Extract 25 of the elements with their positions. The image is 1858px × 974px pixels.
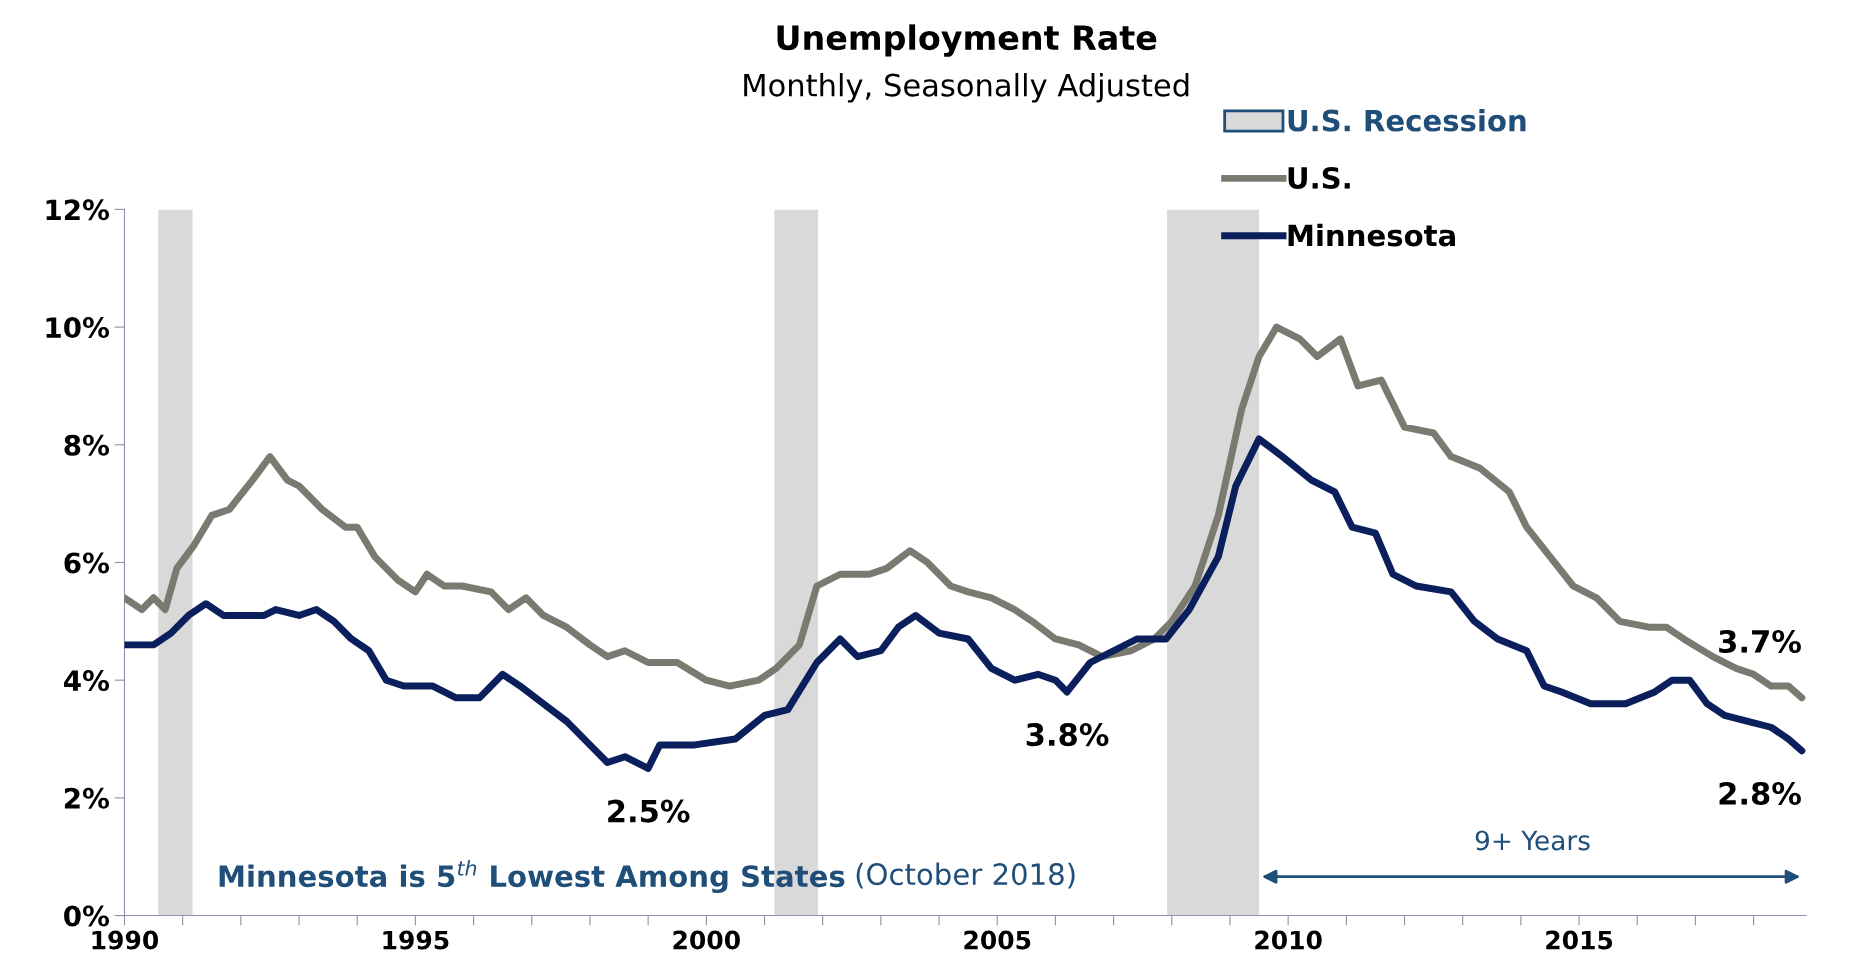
chart-title: Unemployment Rate — [777, 24, 1157, 57]
x-tick-label: 1995 — [383, 930, 449, 950]
annotation: 3.7% — [1719, 629, 1801, 654]
y-tick-label: 12% — [46, 199, 110, 221]
annotation: 9+ Years — [1475, 830, 1590, 851]
y-tick-label: 0% — [64, 905, 110, 927]
x-tick-label: 1990 — [92, 930, 159, 950]
y-tick-label: 4% — [63, 670, 110, 692]
x-tick-label: 2010 — [1255, 930, 1322, 950]
y-tick-label: 8% — [64, 434, 110, 456]
legend-label: U.S. — [1288, 166, 1350, 190]
annotation: 2.8% — [1719, 781, 1801, 805]
y-tick-label: 10% — [46, 317, 110, 339]
x-tick-label: 2005 — [964, 930, 1031, 950]
y-tick-label: 6% — [64, 552, 110, 574]
legend-label: Minnesota — [1288, 223, 1455, 247]
chart-subtitle: Monthly, Seasonally Adjusted — [744, 73, 1189, 103]
annotation: (October 2018) — [856, 862, 1075, 889]
annotation: Minnesota is 5$^{th}$ Lowest Among States — [219, 860, 845, 894]
x-tick-label: 2000 — [673, 930, 740, 950]
annotation: 3.8% — [1026, 723, 1109, 747]
x-tick-label: 2015 — [1546, 930, 1613, 950]
legend-label: U.S. Recession — [1288, 109, 1526, 132]
y-tick-label: 2% — [64, 787, 110, 809]
annotation: 2.5% — [608, 799, 690, 823]
